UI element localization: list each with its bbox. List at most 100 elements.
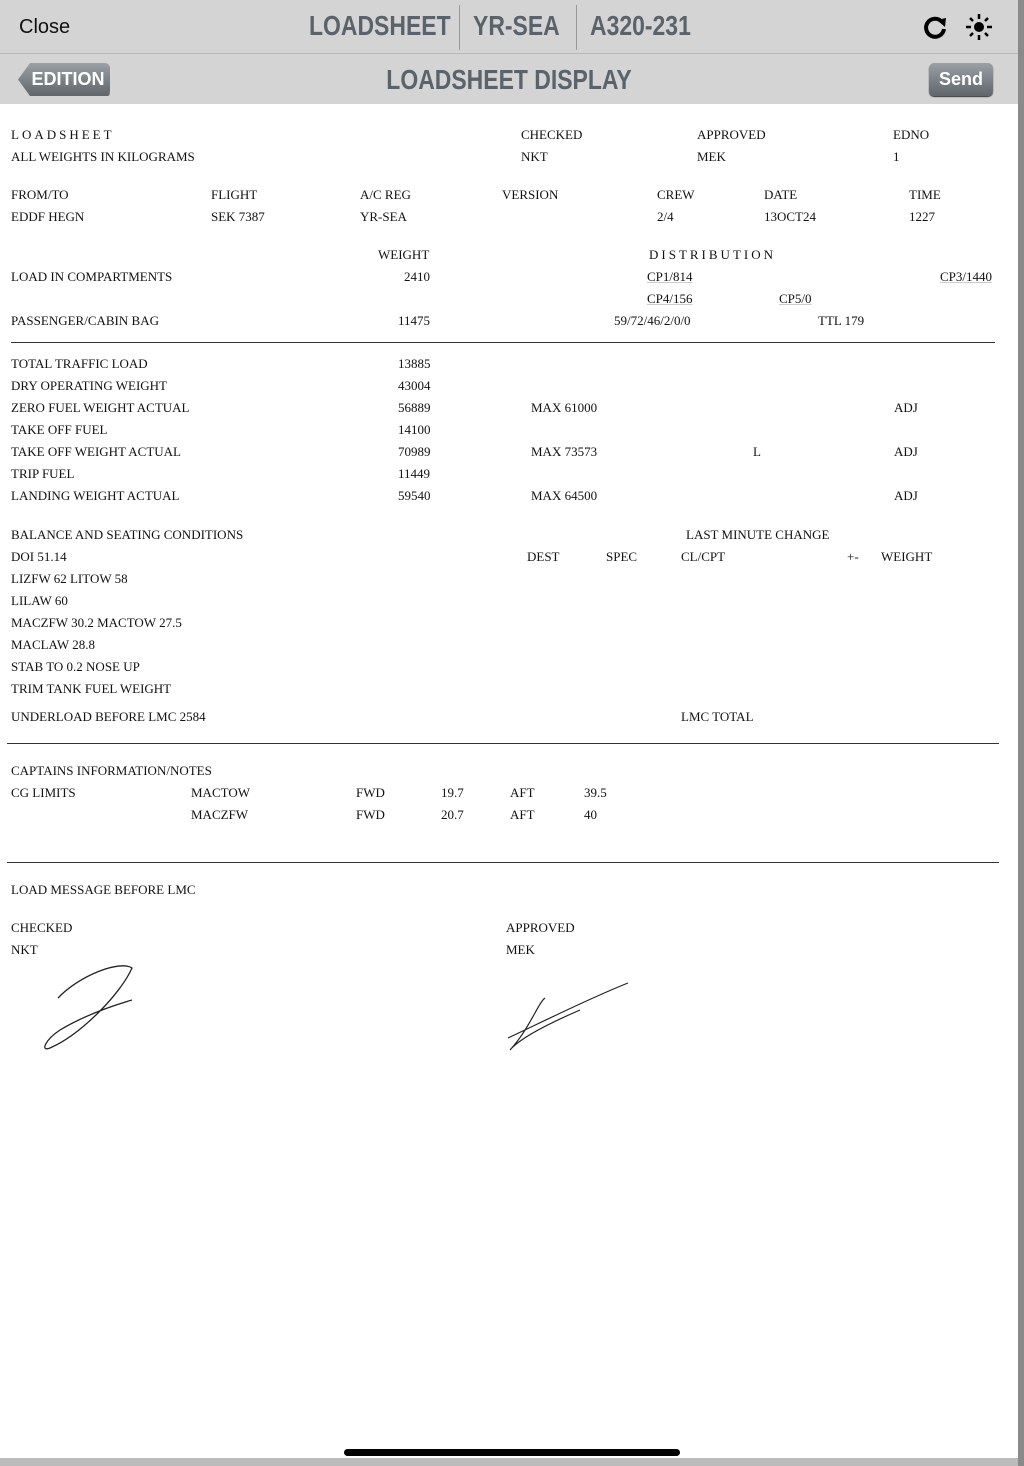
label: LMC TOTAL [681, 709, 754, 724]
checked-signature [44, 965, 133, 1050]
title-registration: YR-SEA [473, 10, 560, 41]
label: FLIGHT [211, 187, 258, 202]
label: CHECKED [11, 920, 73, 935]
cg-limit-cell: 20.7 [441, 807, 464, 822]
value: SEK 7387 [211, 209, 265, 224]
weight-label: DRY OPERATING WEIGHT [11, 378, 167, 393]
value: ALL WEIGHTS IN KILOGRAMS [11, 149, 195, 164]
edition-button[interactable]: EDITION [18, 63, 110, 96]
cg-limit-cell: FWD [356, 807, 385, 822]
label: APPROVED [506, 920, 575, 935]
value: 2/4 [657, 209, 674, 224]
value: 1 [893, 149, 900, 164]
close-button[interactable]: Close [19, 16, 71, 38]
value: MEK [697, 149, 726, 164]
approved-signature [507, 982, 629, 1051]
value: MEK [506, 942, 535, 957]
label: CHECKED [521, 127, 583, 142]
value: NKT [521, 149, 548, 164]
page-title: LOADSHEET DISPLAY [386, 64, 632, 95]
label: DATE [764, 187, 798, 202]
title-aircraft: A320-231 [590, 10, 691, 41]
divider [576, 5, 577, 50]
title-bar [0, 0, 1018, 54]
weight-value: MAX 64500 [531, 488, 598, 503]
value: CP5/0 [779, 291, 812, 306]
value: 2410 [404, 269, 430, 284]
refresh-icon[interactable] [922, 14, 948, 40]
send-label: Send [938, 69, 983, 89]
cg-limit-cell: 19.7 [441, 785, 464, 800]
divider [11, 342, 995, 343]
weight-value: 11449 [398, 466, 431, 481]
weight-label: TRIP FUEL [11, 466, 75, 481]
weight-label: TAKE OFF WEIGHT ACTUAL [11, 444, 182, 459]
label: +- [847, 549, 859, 564]
label: TIME [909, 187, 941, 202]
edition-label: EDITION [31, 69, 105, 89]
divider [459, 5, 460, 50]
label: DEST [527, 549, 560, 564]
label: LOAD MESSAGE BEFORE LMC [11, 882, 196, 897]
cg-limit-cell: 39.5 [584, 785, 607, 800]
weight-value: L [753, 444, 761, 459]
value: UNDERLOAD BEFORE LMC 2584 [11, 709, 206, 724]
send-button[interactable]: Send [929, 63, 993, 96]
value: CP1/814 [647, 269, 693, 284]
doc-title: LOADSHEET [11, 127, 115, 142]
balance-line: LIZFW 62 LITOW 58 [11, 571, 128, 586]
value: YR-SEA [360, 209, 407, 224]
brightness-icon[interactable] [965, 13, 993, 41]
divider [7, 743, 999, 744]
divider [7, 862, 999, 863]
weight-value: ADJ [894, 488, 918, 503]
title-loadsheet: LOADSHEET [309, 10, 451, 41]
balance-line: LILAW 60 [11, 593, 68, 608]
weight-label: TOTAL TRAFFIC LOAD [11, 356, 148, 371]
label: A/C REG [360, 187, 411, 202]
label: EDNO [893, 127, 930, 142]
weight-value: ADJ [894, 400, 918, 415]
value: 13OCT24 [764, 209, 816, 224]
label: LOAD IN COMPARTMENTS [11, 269, 173, 284]
label: VERSION [502, 187, 559, 202]
balance-line: STAB TO 0.2 NOSE UP [11, 659, 140, 674]
weight-value: MAX 61000 [531, 400, 598, 415]
weight-value: 14100 [398, 422, 431, 437]
label: DISTRIBUTION [649, 247, 776, 262]
home-indicator[interactable] [344, 1449, 680, 1456]
weight-value: MAX 73573 [531, 444, 598, 459]
value: TTL 179 [818, 313, 865, 328]
label: CL/CPT [681, 549, 726, 564]
scrollbar[interactable] [1018, 0, 1024, 1466]
cg-limit-cell: MACZFW [191, 807, 249, 822]
cg-limit-cell: AFT [510, 807, 535, 822]
weight-value: 56889 [398, 400, 431, 415]
weight-value: 59540 [398, 488, 431, 503]
weight-value: 13885 [398, 356, 431, 371]
balance-line: DOI 51.14 [11, 549, 67, 564]
value: 59/72/46/2/0/0 [614, 313, 691, 328]
cg-limit-cell: 40 [584, 807, 597, 822]
balance-line: MACLAW 28.8 [11, 637, 95, 652]
cg-limit-cell: AFT [510, 785, 535, 800]
label: CAPTAINS INFORMATION/NOTES [11, 763, 212, 778]
cg-limit-cell: FWD [356, 785, 385, 800]
value: NKT [11, 942, 38, 957]
weight-label: ZERO FUEL WEIGHT ACTUAL [11, 400, 190, 415]
label: FROM/TO [11, 187, 69, 202]
bottom-bar [0, 1458, 1018, 1466]
weight-label: LANDING WEIGHT ACTUAL [11, 488, 180, 503]
balance-line: TRIM TANK FUEL WEIGHT [11, 681, 172, 696]
label: WEIGHT [378, 247, 430, 262]
weight-label: TAKE OFF FUEL [11, 422, 108, 437]
label: CREW [657, 187, 695, 202]
label: SPEC [606, 549, 638, 564]
value: CP4/156 [647, 291, 693, 306]
value: EDDF HEGN [11, 209, 85, 224]
cg-limit-cell: MACTOW [191, 785, 250, 800]
weight-value: 70989 [398, 444, 431, 459]
balance-line: MACZFW 30.2 MACTOW 27.5 [11, 615, 182, 630]
label: LAST MINUTE CHANGE [686, 527, 830, 542]
value: CP3/1440 [940, 269, 993, 284]
